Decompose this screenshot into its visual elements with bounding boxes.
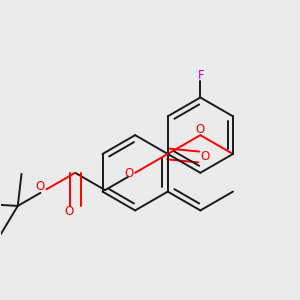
Text: O: O	[64, 205, 73, 218]
Text: O: O	[125, 167, 134, 180]
Text: O: O	[35, 180, 44, 194]
Text: O: O	[196, 123, 205, 136]
Text: F: F	[198, 69, 205, 82]
Text: O: O	[200, 151, 210, 164]
